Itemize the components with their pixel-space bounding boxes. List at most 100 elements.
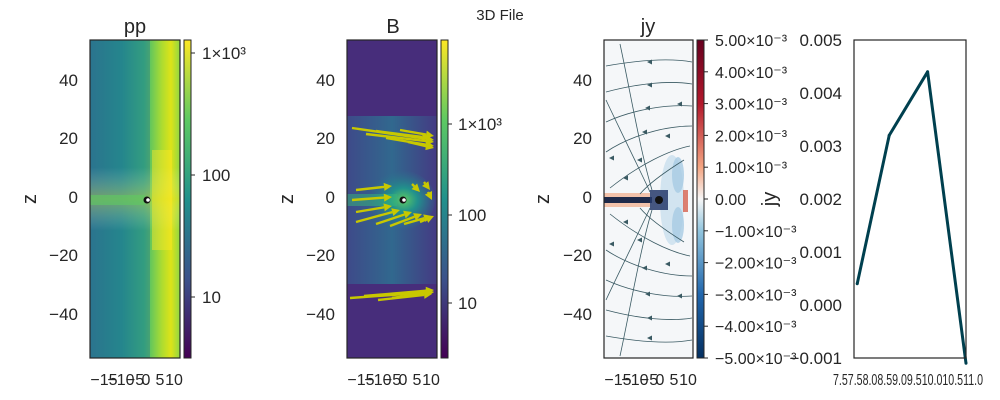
jy-stream-arrow [647,315,652,321]
line-x-ticks: 7.57.58.08.59.09.510.010.511.0 [833,372,983,389]
jy-streamline [605,207,651,301]
b-quiver-arrow [355,203,392,214]
b-quiver-arrow [391,289,434,300]
jy-streamline [605,249,693,277]
jy-x-ticks: −15 −10 −5 0 5 10 [604,372,697,389]
pp-ytick: −20 [49,246,78,265]
pp-xtick: −10 [107,372,134,389]
line-xtick: 11.0 [963,372,983,389]
jy-center-marker [655,196,663,204]
pp-ytick: 0 [69,188,78,207]
jy-streamline [619,209,653,357]
b-quiver-arrows [349,126,434,302]
line-xtick-row: 7.57.58.08.59.09.510.010.511.0 [833,372,983,389]
b-colorbar: 1×10³ 100 10 [440,39,502,359]
jy-streamline [609,145,691,189]
line-y-ticks: 0.005 0.004 0.003 0.002 0.001 0.000 −0.001 [790,31,842,368]
line-xtick: 9.0 [892,372,907,389]
jy-streamline [639,159,685,195]
jy-colorbar-tick: −5.00×10⁻³ [715,351,797,368]
line-ytick: 0.005 [799,31,842,50]
b-colorbar-tick: 100 [458,206,486,225]
b-colorbar-tick: 1×10³ [458,115,502,134]
pp-ylabel: z [19,194,41,204]
b-quiver-arrow [399,128,434,139]
line-xtick: 10.5 [942,372,963,389]
pp-colorbar-tick: 1×10³ [202,44,246,63]
line-points [855,70,968,365]
jy-streamlines [605,43,693,357]
jy-stream-arrow [647,59,652,65]
line-ytick: 0.000 [799,296,842,315]
jy-stream-arrow [642,129,647,135]
jy-stream-arrow [645,291,650,297]
b-xtick: −15 [347,372,374,389]
jy-colorbar-tick: 5.00×10⁻³ [715,33,788,50]
jy-streamline [639,207,685,243]
jy-colorbar-tick: 1.00×10⁻³ [715,160,788,177]
line-xtick: 10.0 [922,372,943,389]
line-xtick: 8.5 [877,372,892,389]
b-quiver-arrow [355,208,400,224]
jy-ytick: 20 [573,129,592,148]
panel-pp: pp 40 20 0 −20 −40 z −15 −10 −5 0 5 10 [19,16,246,389]
jy-stream-arrow [623,175,628,181]
figure-title: 3D File [476,7,524,24]
pp-ytick: −40 [49,305,78,324]
b-quiver-arrow [351,193,392,202]
panel-b: B 40 20 0 −20 −40 z −15 −10 −5 0 5 10 [276,16,502,389]
b-xtick: 0 [399,372,408,389]
jy-stream-arrow [647,82,652,88]
jy-colorbar-tick: −1.00×10⁻³ [715,224,797,241]
jy-stream-arrow [637,237,642,243]
b-quiver-arrow [375,210,412,226]
jy-xtick: 10 [679,372,697,389]
jy-stream-arrow [642,265,647,271]
jy-heatmap [604,40,693,358]
jy-streamline [605,59,693,67]
jy-streamline [605,99,651,193]
pp-xtick: 10 [165,372,183,389]
jy-streamline [619,43,653,191]
b-xtick: −10 [364,372,391,389]
jy-ytick: 0 [583,188,592,207]
pp-xtick: 0 [142,372,151,389]
jy-stream-arrow [637,157,642,163]
b-quiver-arrow [355,182,392,192]
line-xtick: 7.5 [848,372,863,389]
b-xtick: −5 [383,372,401,389]
line-point [964,361,968,365]
jy-ytick: −40 [563,305,592,324]
b-quiver-arrow [422,181,430,190]
b-ytick: −40 [306,305,335,324]
b-ytick: 0 [326,188,335,207]
pp-xtick: −5 [126,372,144,389]
line-ytick: 0.002 [799,190,842,209]
panel-pp-title: pp [124,16,146,38]
b-heatmap [347,40,437,358]
jy-stream-arrow [665,133,670,139]
line-point [926,70,930,74]
pp-ytick: 40 [59,71,78,90]
jy-colorbar-tick: 3.00×10⁻³ [715,97,788,114]
jy-stream-arrow [677,101,682,107]
line-point [855,282,859,286]
jy-stream-arrow [609,241,614,247]
line-series [855,70,968,364]
b-quiver-arrow [407,140,434,151]
b-quiver-arrow [411,183,420,192]
pp-y-ticks: 40 20 0 −20 −40 [49,71,78,324]
line-ylabel: jy [759,192,781,207]
jy-colorbar-tick: −2.00×10⁻³ [715,256,797,273]
jy-xtick: −5 [640,372,658,389]
b-quiver-arrow [419,215,434,224]
b-xtick: 5 [413,372,422,389]
panel-jy: jy 40 20 0 −20 −40 z −15 −10 −5 0 [532,16,797,389]
pp-colorbar: 1×10³ 100 10 [183,39,246,359]
jy-stream-arrow [647,335,652,341]
pp-colorbar-tick: 10 [202,288,221,307]
jy-colorbar-tick: 0.00 [715,192,746,209]
jy-colorbar-tick: −4.00×10⁻³ [715,319,797,336]
b-ylabel: z [276,194,298,204]
